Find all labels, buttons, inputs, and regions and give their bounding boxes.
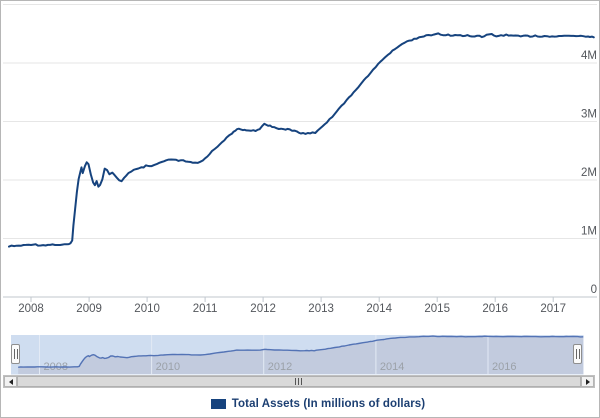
navigator-left-handle[interactable] <box>11 344 20 364</box>
scrollbar-right-button[interactable] <box>581 376 594 387</box>
x-axis-label: 2017 <box>540 303 566 315</box>
y-axis-label: 3M <box>581 109 597 121</box>
x-axis-label: 2009 <box>76 303 102 315</box>
navigator-area-fill <box>18 336 584 374</box>
y-axis-label: 4M <box>581 50 597 62</box>
x-axis-label: 2012 <box>250 303 276 315</box>
y-axis-label: 1M <box>581 226 597 238</box>
handle-grip-icon <box>576 349 580 359</box>
arrow-right-icon <box>585 378 590 385</box>
x-axis-label: 2013 <box>308 303 334 315</box>
navigator-year-label: 2016 <box>492 361 516 373</box>
x-axis-label: 2014 <box>366 303 392 315</box>
main-chart-plot: 2008 2009 2010 2011 2012 2013 2014 2015 2016 2017… <box>3 4 597 315</box>
x-axis-label: 2015 <box>424 303 450 315</box>
x-axis-label: 2016 <box>482 303 508 315</box>
legend-label: Total Assets (In millions of dollars) <box>231 398 426 410</box>
legend-item-total-assets[interactable]: Total Assets (In millions of dollars) <box>19 393 599 415</box>
navigator-year-label: 2014 <box>380 361 404 373</box>
scrollbar-thumb[interactable] <box>17 376 581 387</box>
thumb-grip-icon <box>295 378 303 385</box>
navigator-right-handle[interactable] <box>573 344 582 364</box>
legend-swatch-icon <box>210 399 226 409</box>
navigator-year-label: 2012 <box>268 361 292 373</box>
range-scrollbar[interactable] <box>3 375 595 388</box>
x-axis-label: 2011 <box>193 303 218 315</box>
navigator-minichart[interactable]: 2008 2010 2012 2014 2016 <box>1 1 599 375</box>
handle-grip-icon <box>14 349 18 359</box>
y-axis-label: 2M <box>581 167 597 179</box>
x-axis-label: 2008 <box>18 303 44 315</box>
navigator-series-line <box>18 335 584 368</box>
total-assets-series-line <box>8 32 595 248</box>
navigator-year-label: 2010 <box>156 361 180 373</box>
x-axis-label: 2010 <box>134 303 160 315</box>
arrow-left-icon <box>8 378 13 385</box>
scrollbar-left-button[interactable] <box>4 376 17 387</box>
y-axis-label: 0 <box>591 284 597 296</box>
